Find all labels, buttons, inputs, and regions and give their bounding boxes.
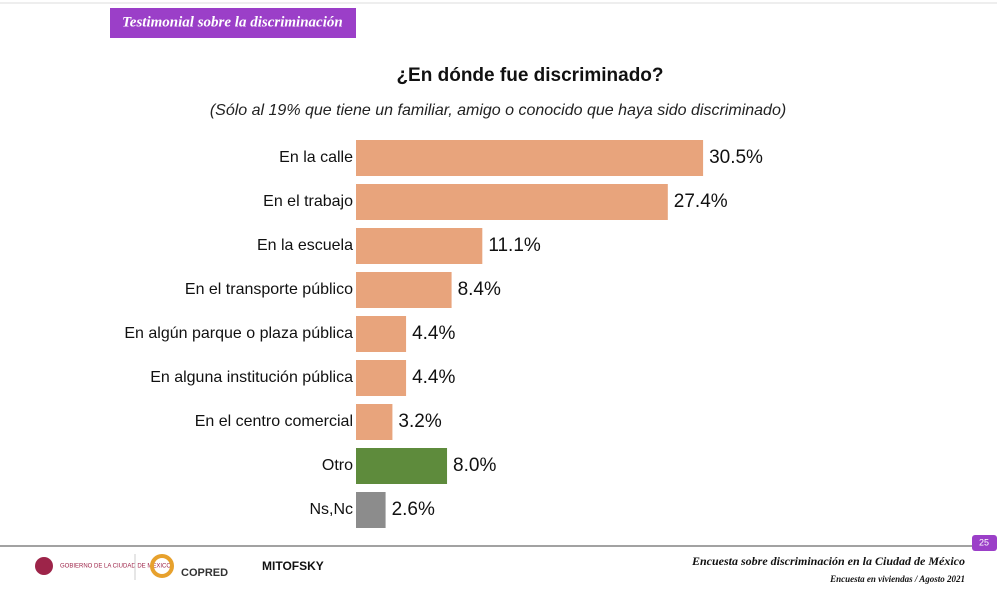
value-label: 8.0% (453, 455, 496, 476)
category-label: En el transporte público (185, 281, 353, 298)
bar (356, 184, 668, 220)
category-label: En algún parque o plaza pública (124, 325, 353, 342)
value-label: 3.2% (398, 411, 441, 432)
banner-text: Testimonial sobre la discriminación (122, 14, 343, 30)
value-label: 4.4% (412, 323, 455, 344)
page-number: 25 (979, 537, 989, 547)
category-label: En la escuela (257, 237, 353, 254)
logo-gov-text: GOBIERNO DE LA CIUDAD DE MÉXICO (60, 563, 171, 570)
bar (356, 316, 407, 352)
category-label: En el trabajo (263, 193, 353, 210)
bar (356, 140, 704, 176)
banner (110, 8, 356, 38)
bar (356, 360, 407, 396)
category-label: Ns,Nc (309, 501, 353, 518)
logo-copred: COPRED (181, 567, 228, 579)
value-label: 27.4% (674, 191, 728, 212)
bars: En la calle 30.5% En el trabajo 27.4% En la … (124, 140, 763, 528)
category-label: En la calle (279, 149, 353, 166)
logo-mitofsky: MITOFSKY (262, 559, 324, 573)
value-label: 30.5% (709, 147, 763, 168)
bar (356, 492, 386, 528)
footer-survey: Encuesta sobre discriminación en la Ciud… (691, 554, 965, 568)
value-label: 4.4% (412, 367, 455, 388)
page-tag (972, 535, 997, 551)
chart-subtitle: (Sólo al 19% que tiene un familiar, amig… (210, 102, 786, 119)
bar (356, 272, 452, 308)
category-label: En el centro comercial (195, 413, 353, 430)
chart-title: ¿En dónde fue discriminado? (396, 65, 663, 86)
category-label: Otro (322, 457, 353, 474)
logo-copred-mark (150, 554, 174, 578)
value-label: 11.1% (488, 235, 541, 256)
bar (356, 404, 393, 440)
value-label: 2.6% (392, 499, 435, 520)
logo-mark (35, 557, 53, 575)
category-label: En alguna institución pública (150, 369, 353, 386)
logo-gov: GOBIERNO DE LA CIUDAD DE MÉXICO (35, 557, 171, 575)
footer-note: Encuesta en viviendas / Agosto 2021 (829, 574, 965, 584)
bar (356, 228, 483, 264)
value-label: 8.4% (458, 279, 501, 300)
bar (356, 448, 448, 484)
